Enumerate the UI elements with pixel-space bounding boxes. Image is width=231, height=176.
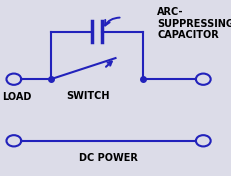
Text: SWITCH: SWITCH [66, 91, 109, 101]
Text: LOAD: LOAD [2, 92, 32, 102]
Text: DC POWER: DC POWER [79, 153, 138, 163]
Text: ARC-
SUPPRESSING
CAPACITOR: ARC- SUPPRESSING CAPACITOR [157, 7, 231, 40]
